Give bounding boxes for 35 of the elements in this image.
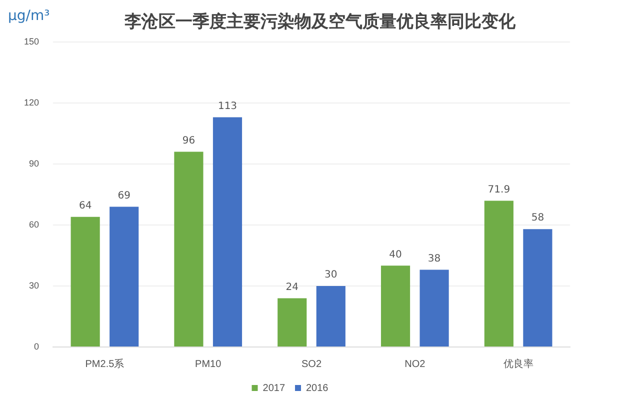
x-tick-label: PM2.5系	[85, 358, 124, 370]
bar	[484, 200, 514, 346]
bar	[70, 216, 100, 346]
data-label: 40	[389, 249, 402, 260]
data-label: 71.9	[488, 184, 510, 196]
x-tick-label: NO2	[404, 358, 426, 370]
data-label: 30	[324, 270, 338, 281]
bar	[316, 286, 346, 346]
x-tick-label: 优良率	[503, 358, 534, 370]
bar	[278, 298, 307, 346]
data-label: 38	[428, 253, 441, 264]
y-tick-label: 60	[29, 219, 40, 230]
y-tick-label: 0	[34, 341, 40, 352]
data-label: 96	[182, 135, 196, 146]
data-label: 58	[531, 212, 544, 224]
legend-label: 2016	[306, 382, 329, 394]
bar	[420, 270, 449, 346]
bar	[380, 266, 410, 346]
y-tick-label: 120	[24, 97, 40, 108]
chart-title: 李沧区一季度主要污染物及空气质量优良率同比变化	[124, 12, 516, 32]
bar	[110, 206, 139, 346]
y-tick-label: 150	[24, 36, 40, 46]
data-label: 64	[78, 200, 92, 212]
data-label: 113	[218, 100, 238, 112]
y-axis-title: μg/m³	[8, 8, 50, 24]
bar	[212, 117, 242, 346]
y-tick-label: 30	[29, 280, 40, 290]
data-label: 24	[286, 282, 298, 293]
x-tick-label: SO2	[302, 358, 322, 370]
bar	[174, 152, 204, 346]
x-tick-label: PM10	[195, 358, 222, 370]
legend-label: 2017	[262, 382, 286, 394]
y-tick-label: 90	[29, 158, 40, 168]
bar	[523, 229, 552, 346]
data-label: 69	[118, 190, 130, 202]
